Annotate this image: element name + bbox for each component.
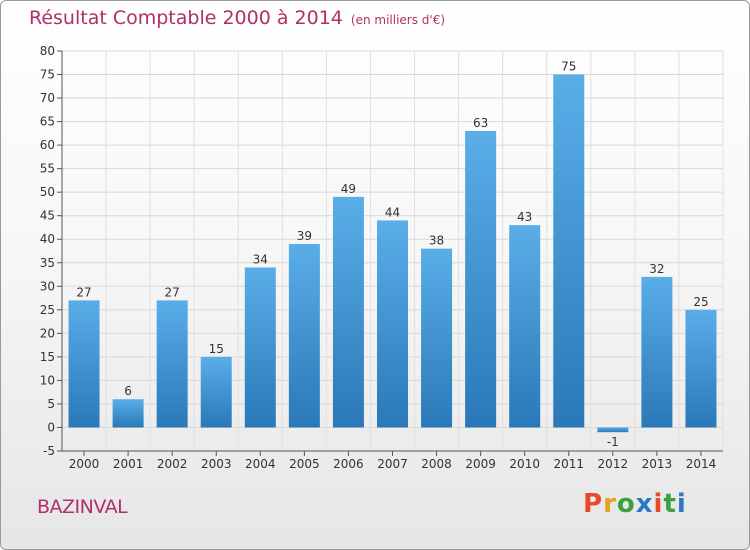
y-tick-label: 80 (40, 44, 55, 58)
x-tick-label-2012: 2012 (598, 457, 629, 471)
bar-2004 (244, 267, 276, 428)
data-label-2012: -1 (607, 435, 619, 449)
y-tick-label: 15 (40, 350, 55, 364)
logo-letter: i (653, 489, 664, 519)
x-tick-label-2008: 2008 (421, 457, 452, 471)
data-label-2008: 38 (429, 234, 444, 248)
x-tick-label-2014: 2014 (686, 457, 717, 471)
y-tick-label: 25 (40, 303, 55, 317)
y-tick-label: -5 (43, 444, 55, 458)
y-tick-label: 45 (40, 209, 55, 223)
x-tick-label-2003: 2003 (201, 457, 232, 471)
logo-letter: P (583, 489, 604, 519)
y-tick-label: 50 (40, 185, 55, 199)
x-tick-label-2001: 2001 (113, 457, 144, 471)
y-tick-label: 40 (40, 232, 55, 246)
y-tick-label: 20 (40, 326, 55, 340)
chart-subtitle: (en milliers d'€) (350, 13, 446, 27)
y-tick-label: 0 (47, 420, 55, 434)
y-tick-label: 65 (40, 115, 55, 129)
data-label-2011: 75 (561, 60, 576, 74)
x-tick-label-2002: 2002 (157, 457, 188, 471)
bar-2002 (156, 300, 188, 428)
x-tick-label-2009: 2009 (465, 457, 496, 471)
bar-2013 (641, 276, 673, 428)
data-label-2002: 27 (165, 285, 180, 299)
data-label-2007: 44 (385, 205, 400, 219)
x-tick-label-2013: 2013 (642, 457, 673, 471)
data-label-2003: 15 (209, 342, 224, 356)
logo-letter: t (663, 489, 677, 519)
y-tick-label: 10 (40, 373, 55, 387)
y-tick-label: 35 (40, 256, 55, 270)
x-tick-label-2004: 2004 (245, 457, 276, 471)
logo-letter: i (676, 489, 687, 519)
x-tick-label-2007: 2007 (377, 457, 408, 471)
y-tick-label: 5 (47, 397, 55, 411)
data-label-2001: 6 (124, 384, 132, 398)
x-tick-label-2010: 2010 (509, 457, 540, 471)
data-label-2004: 34 (253, 252, 268, 266)
data-label-2006: 49 (341, 182, 356, 196)
y-tick-label: 30 (40, 279, 55, 293)
bar-2000 (68, 300, 100, 428)
x-tick-label-2006: 2006 (333, 457, 364, 471)
data-label-2013: 32 (649, 262, 664, 276)
chart-title-text: Résultat Comptable 2000 à 2014 (29, 7, 343, 29)
town-name: BAZINVAL (37, 496, 128, 518)
proxiti-logo: Proxiti (583, 489, 687, 519)
x-tick-label-2005: 2005 (289, 457, 320, 471)
y-tick-label: 60 (40, 138, 55, 152)
data-label-2000: 27 (76, 285, 91, 299)
bar-2012 (597, 427, 629, 433)
data-label-2005: 39 (297, 229, 312, 243)
y-tick-label: 70 (40, 91, 55, 105)
bar-2006 (332, 196, 364, 428)
bar-2008 (421, 248, 453, 428)
bar-2007 (377, 220, 408, 428)
bar-2001 (112, 399, 144, 428)
y-tick-label: 75 (40, 68, 55, 82)
bar-2009 (465, 131, 497, 428)
logo-letter: x (635, 489, 654, 519)
data-label-2009: 63 (473, 116, 488, 130)
bar-2010 (509, 225, 541, 428)
bar-2005 (288, 243, 320, 428)
x-tick-label-2011: 2011 (553, 457, 584, 471)
y-tick-label: 55 (40, 162, 55, 176)
data-label-2014: 25 (693, 295, 708, 309)
chart-title: Résultat Comptable 2000 à 2014 (en millie… (29, 7, 445, 29)
data-label-2010: 43 (517, 210, 532, 224)
logo-letter: o (616, 489, 636, 519)
logo-letter: r (603, 489, 617, 519)
x-tick-label-2000: 2000 (69, 457, 100, 471)
bar-2003 (200, 356, 232, 428)
bar-2014 (685, 309, 717, 428)
bar-2011 (553, 74, 585, 428)
